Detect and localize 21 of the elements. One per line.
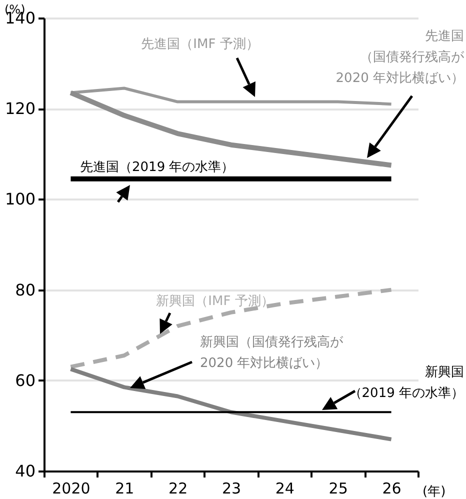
line-series [68,288,394,369]
line-series [69,86,393,106]
x-tick-label: 24 [275,480,294,498]
series-label: 新興国（IMF 予測） [156,294,274,309]
text: 先進国（IMF 予測） [141,37,259,52]
y-tick-label: 40 [15,462,36,480]
x-tick-label: 25 [328,480,348,498]
y-tick-label: 60 [15,370,36,390]
x-tick-label: 21 [115,480,134,498]
x-tick-label: 2020 [52,480,90,498]
y-tick-label: 100 [4,190,36,209]
y-tick-label: 120 [4,99,36,118]
series-label: 先進国（2019 年の水準） [80,160,234,175]
x-tick-label: 23 [222,480,242,498]
x-tick-label: 26 [382,480,402,498]
text: 新興国（国債発行残高が2020 年対比横ばい） [200,334,344,371]
y-tick-label: 80 [15,280,36,300]
series-label: 新興国（2019 年の水準） [348,365,464,401]
x-tick-label: 22 [168,480,188,498]
x-axis-title: (年) [422,484,446,499]
text: 先進国（国債発行残高が2020 年対比横ばい） [336,29,465,86]
